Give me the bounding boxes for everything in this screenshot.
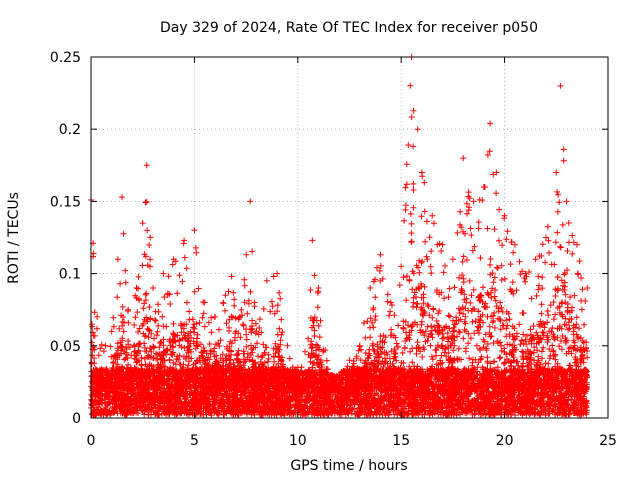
y-axis-label: ROTI / TECUs	[6, 192, 22, 284]
y-tick-labels: 0 0.05 0.1 0.15 0.2 0.25	[50, 50, 81, 427]
axis-ticks	[90, 56, 609, 419]
x-tick-label: 10	[289, 433, 307, 449]
y-tick-label: 0.1	[59, 267, 81, 283]
chart-title: Day 329 of 2024, Rate Of TEC Index for r…	[160, 20, 538, 36]
y-tick-label: 0.15	[50, 194, 81, 210]
x-tick-label: 5	[190, 433, 199, 449]
y-tick-label: 0.2	[59, 122, 81, 138]
x-tick-label: 15	[392, 433, 410, 449]
x-tick-label: 0	[87, 433, 96, 449]
scatter-points	[88, 54, 591, 419]
y-tick-label: 0.25	[50, 50, 81, 66]
y-tick-label: 0	[72, 411, 81, 427]
x-tick-label: 20	[496, 433, 514, 449]
plot-frame	[90, 56, 609, 419]
x-tick-labels: 0 5 10 15 20 25	[87, 433, 617, 449]
y-tick-label: 0.05	[50, 339, 81, 355]
x-axis-label: GPS time / hours	[290, 458, 407, 474]
grid-lines	[91, 57, 608, 418]
roti-data-points	[88, 54, 591, 419]
x-tick-label: 25	[599, 433, 617, 449]
